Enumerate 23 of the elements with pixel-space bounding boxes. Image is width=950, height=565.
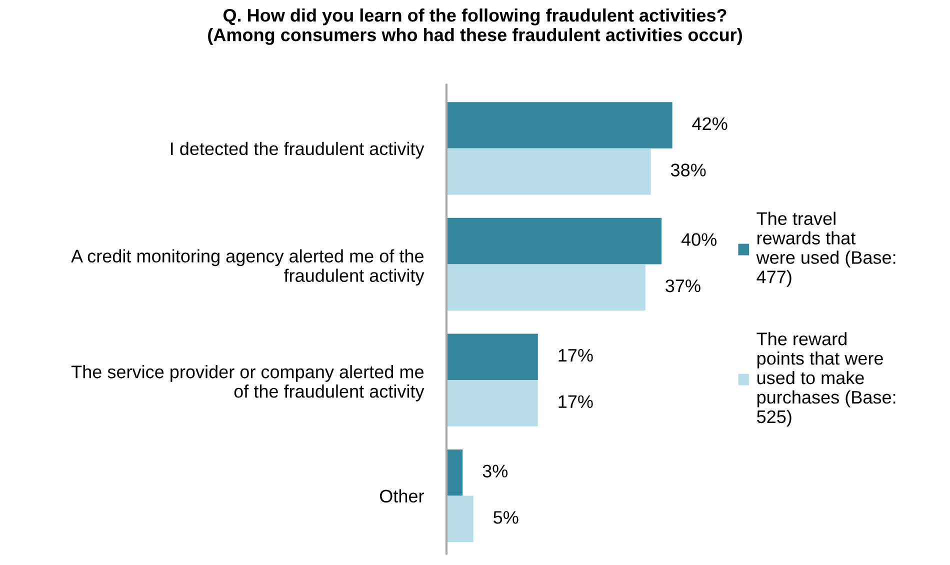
chart-title: Q. How did you learn of the following fraudulent activities? (Among consumers who had these fraudulent activities occur) bbox=[208, 8, 742, 45]
data-label: 17% bbox=[558, 395, 593, 408]
data-label: 40% bbox=[681, 233, 717, 246]
y-tick-label: The service provider or company alerted me of the fraudulent activity bbox=[71, 365, 424, 402]
bar bbox=[446, 148, 651, 195]
data-label: 3% bbox=[482, 464, 508, 478]
data-label: 38% bbox=[670, 164, 706, 176]
y-tick-label: Other bbox=[380, 489, 424, 503]
bar bbox=[446, 496, 474, 542]
bar bbox=[446, 102, 672, 148]
bar bbox=[446, 334, 538, 380]
bar bbox=[446, 449, 463, 496]
bar bbox=[446, 264, 646, 311]
y-tick-label: A credit monitoring agency alerted me of the fraudulent activity bbox=[71, 249, 424, 286]
y-tick-label: I detected the fraudulent activity bbox=[171, 142, 424, 159]
bar bbox=[446, 218, 662, 264]
data-label: 5% bbox=[494, 511, 518, 524]
data-label: 17% bbox=[558, 348, 593, 362]
bar bbox=[446, 380, 538, 426]
data-label: 37% bbox=[666, 279, 700, 292]
legend-label: The reward points that were used to make purchases (Base: 525) bbox=[756, 332, 896, 427]
data-label: 42% bbox=[692, 117, 728, 130]
legend-label: The travel rewards that were used (Base: 477) bbox=[756, 212, 896, 287]
